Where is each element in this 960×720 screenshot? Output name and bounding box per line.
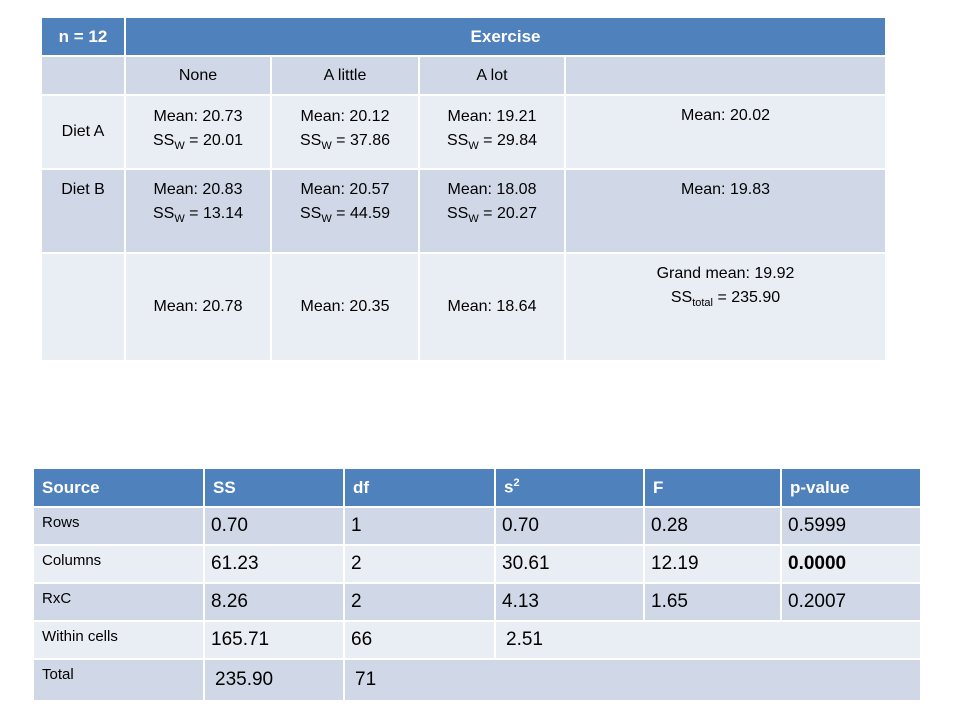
df-value: 66 — [343, 620, 496, 660]
ss-subscript: W — [468, 213, 479, 226]
df-value: 71 — [343, 658, 922, 702]
variance-value-text: 2.51 — [506, 629, 543, 650]
cell-ss: = 37.86 — [336, 132, 390, 150]
source-label: Rows — [32, 506, 205, 546]
cell-diet-b-none: Mean: 20.83 SSW = 13.14 — [124, 168, 272, 254]
sample-size-header: n = 12 — [40, 16, 126, 57]
cell-mean: Mean: 20.57 — [300, 181, 390, 198]
ss-value: 235.90 — [203, 658, 345, 702]
ss-total: = 235.90 — [717, 289, 781, 306]
ss-symbol: SS — [446, 205, 469, 222]
ss-value: 165.71 — [203, 620, 345, 660]
ss-symbol: SS — [446, 132, 469, 150]
cell-ss: = 44.59 — [336, 205, 390, 222]
ss-value: 61.23 — [203, 544, 345, 584]
cell-diet-a-a-little: Mean: 20.12 SSW = 37.86 — [270, 94, 420, 170]
ss-value: 8.26 — [203, 582, 345, 622]
source-label: RxC — [32, 582, 205, 622]
row-mean-diet-a: Mean: 20.02 — [563, 94, 888, 170]
anova-table: Source SS df s2 F p-value Rows 0.70 1 0.… — [32, 467, 922, 702]
variance-superscript: 2 — [513, 477, 520, 490]
cell-mean: Mean: 20.12 — [300, 108, 390, 126]
variance-value: 30.61 — [494, 544, 645, 584]
header-variance: s2 — [494, 467, 645, 508]
p-value: 0.0000 — [780, 544, 922, 584]
row-mean-diet-b: Mean: 19.83 — [563, 168, 888, 254]
cell-mean: Mean: 20.83 — [153, 181, 243, 198]
cell-diet-a-a-lot: Mean: 19.21 SSW = 29.84 — [418, 94, 566, 170]
header-df: df — [343, 467, 496, 508]
source-label: Total — [32, 658, 205, 702]
p-value: 0.2007 — [780, 582, 922, 622]
ss-subscript: W — [174, 140, 185, 153]
cell-ss: = 20.01 — [189, 132, 243, 150]
empty-cell — [563, 55, 888, 96]
table-row: Columns 61.23 2 30.61 12.19 0.0000 — [32, 544, 922, 584]
table-row: Within cells 165.71 66 2.51 — [32, 620, 922, 660]
cell-means-table: n = 12 Exercise None A little A lot Diet… — [40, 16, 888, 362]
header-source: Source — [32, 467, 205, 508]
ss-value: 0.70 — [203, 506, 345, 546]
variance-value: 0.70 — [494, 506, 645, 546]
row-label-diet-a: Diet A — [40, 94, 126, 170]
empty-cell — [40, 252, 126, 362]
header-p-value: p-value — [780, 467, 922, 508]
df-value-text: 71 — [355, 669, 377, 690]
exercise-header: Exercise — [123, 16, 888, 57]
source-label: Columns — [32, 544, 205, 584]
p-value: 0.5999 — [780, 506, 922, 546]
grand-mean-cell: Grand mean: 19.92 SStotal = 235.90 — [563, 252, 888, 362]
f-value: 0.28 — [643, 506, 782, 546]
df-value: 2 — [343, 582, 496, 622]
df-value: 2 — [343, 544, 496, 584]
ss-subscript: W — [174, 213, 185, 226]
ss-symbol: SS — [299, 132, 322, 150]
ss-total-subscript: total — [692, 297, 713, 310]
header-f: F — [643, 467, 782, 508]
ss-symbol: SS — [152, 205, 175, 222]
column-mean-none: Mean: 20.78 — [124, 252, 272, 362]
level-a-little: A little — [270, 55, 420, 96]
df-value: 1 — [343, 506, 496, 546]
table-row: RxC 8.26 2 4.13 1.65 0.2007 — [32, 582, 922, 622]
cell-diet-b-a-little: Mean: 20.57 SSW = 44.59 — [270, 168, 420, 254]
cell-mean: Mean: 19.21 — [447, 108, 537, 126]
column-mean-a-little: Mean: 20.35 — [270, 252, 420, 362]
ss-symbol: SS — [152, 132, 175, 150]
source-label: Within cells — [32, 620, 205, 660]
column-mean-a-lot: Mean: 18.64 — [418, 252, 566, 362]
variance-symbol: s — [504, 477, 514, 497]
cell-mean: Mean: 20.73 — [153, 108, 243, 126]
row-label-diet-b: Diet B — [40, 168, 126, 254]
ss-subscript: W — [321, 213, 332, 226]
cell-ss: = 13.14 — [189, 205, 243, 222]
cell-diet-b-a-lot: Mean: 18.08 SSW = 20.27 — [418, 168, 566, 254]
level-none: None — [124, 55, 272, 96]
variance-value: 4.13 — [494, 582, 645, 622]
f-value: 1.65 — [643, 582, 782, 622]
grand-mean: Grand mean: 19.92 — [656, 265, 795, 282]
cell-ss: = 29.84 — [483, 132, 537, 150]
cell-diet-a-none: Mean: 20.73 SSW = 20.01 — [124, 94, 272, 170]
level-a-lot: A lot — [418, 55, 566, 96]
ss-symbol: SS — [670, 289, 693, 306]
header-ss: SS — [203, 467, 345, 508]
cell-mean: Mean: 18.08 — [447, 181, 537, 198]
empty-cell — [40, 55, 126, 96]
ss-subscript: W — [321, 140, 332, 153]
cell-ss: = 20.27 — [483, 205, 537, 222]
f-value: 12.19 — [643, 544, 782, 584]
variance-value: 2.51 — [494, 620, 922, 660]
ss-subscript: W — [468, 140, 479, 153]
ss-symbol: SS — [299, 205, 322, 222]
table-row: Total 235.90 71 — [32, 658, 922, 702]
table-row: Rows 0.70 1 0.70 0.28 0.5999 — [32, 506, 922, 546]
ss-value-text: 235.90 — [215, 669, 274, 690]
